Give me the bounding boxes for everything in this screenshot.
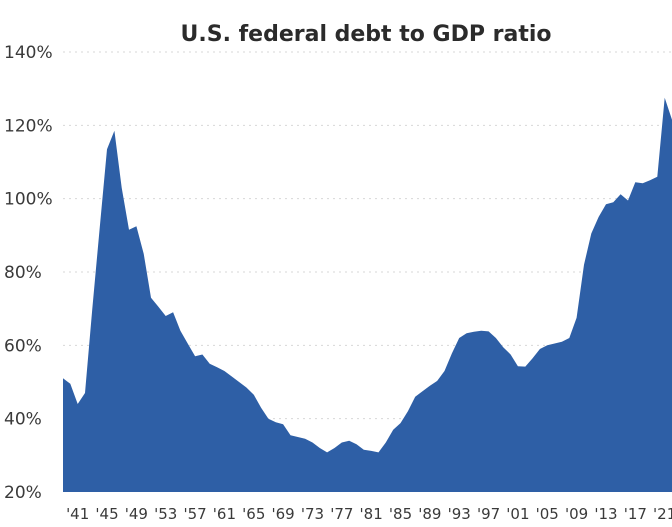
area-series	[63, 97, 672, 493]
y-tick-label: 60%	[4, 336, 42, 356]
y-tick-label: 100%	[4, 190, 53, 210]
x-tick-label: '69	[272, 505, 295, 523]
y-tick-label: 140%	[4, 43, 53, 63]
x-tick-label: '61	[213, 505, 236, 523]
x-tick-label: '49	[125, 505, 148, 523]
y-tick-label: 20%	[4, 483, 42, 503]
x-tick-label: '57	[183, 505, 206, 523]
x-tick-label: '77	[330, 505, 353, 523]
x-tick-label: '73	[301, 505, 324, 523]
x-axis-ticks: '41 '45 '49 '53 '57 '61 '65 '69 '73 '77 '81 '85 '89 '…	[66, 505, 672, 523]
debt-ratio-area	[63, 97, 672, 493]
y-axis-ticks: 20% 40% 60% 80% 100% 120% 140%	[4, 43, 53, 503]
x-tick-label: '17	[624, 505, 647, 523]
chart-title: U.S. federal debt to GDP ratio	[181, 22, 552, 47]
x-tick-label: '65	[242, 505, 265, 523]
y-tick-label: 40%	[4, 410, 42, 430]
y-tick-label: 120%	[4, 116, 53, 136]
y-tick-label: 80%	[4, 263, 42, 283]
x-tick-label: '97	[477, 505, 500, 523]
x-tick-label: '45	[95, 505, 118, 523]
x-tick-label: '01	[506, 505, 529, 523]
x-tick-label: '21	[653, 505, 672, 523]
x-tick-label: '89	[418, 505, 441, 523]
x-tick-label: '09	[565, 505, 588, 523]
x-tick-label: '13	[594, 505, 617, 523]
x-tick-label: '53	[154, 505, 177, 523]
x-tick-label: '41	[66, 505, 89, 523]
x-tick-label: '05	[536, 505, 559, 523]
x-tick-label: '85	[389, 505, 412, 523]
x-tick-label: '81	[360, 505, 383, 523]
x-tick-label: '93	[448, 505, 471, 523]
